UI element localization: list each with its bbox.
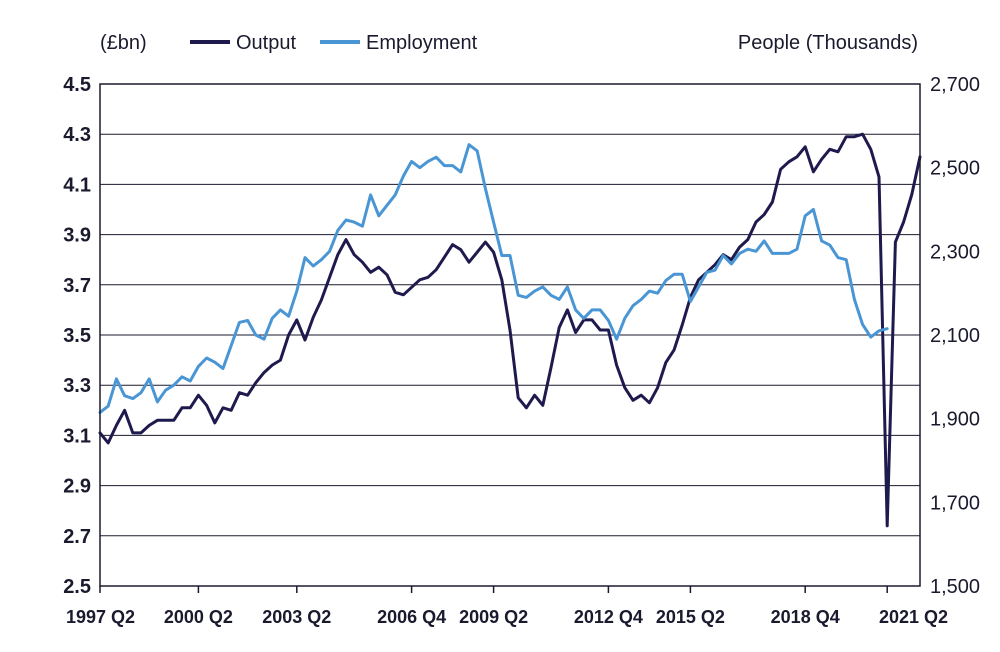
legend-label-output: Output bbox=[236, 32, 296, 54]
left-tick-label: 3.3 bbox=[63, 375, 91, 397]
x-tick-label: 2012 Q4 bbox=[574, 607, 643, 627]
series-lines bbox=[98, 132, 922, 528]
right-tick-label: 1,700 bbox=[930, 492, 980, 514]
left-tick-label: 3.1 bbox=[63, 425, 91, 447]
x-tick-label: 2015 Q2 bbox=[656, 607, 725, 627]
right-tick-label: 2,100 bbox=[930, 325, 980, 347]
x-tick-label: 2006 Q4 bbox=[377, 607, 446, 627]
x-tick-label: 2021 Q2 bbox=[879, 607, 948, 627]
plot-frame bbox=[99, 83, 921, 587]
series-line-employment bbox=[98, 143, 889, 414]
legend: Output Employment bbox=[190, 32, 478, 54]
right-tick-label: 2,500 bbox=[930, 158, 980, 180]
right-axis-unit: People (Thousands) bbox=[738, 32, 918, 54]
x-tick-label: 2009 Q2 bbox=[459, 607, 528, 627]
x-tick-label: 2018 Q4 bbox=[771, 607, 840, 627]
x-tick-label: 1997 Q2 bbox=[66, 607, 135, 627]
left-tick-label: 4.3 bbox=[63, 124, 91, 146]
right-tick-label: 1,500 bbox=[930, 576, 980, 598]
left-tick-label: 2.5 bbox=[63, 576, 91, 598]
tick-labels: 2.5 2.7 2.9 3.1 3.3 3.5 3.7 3.9 4.1 4.3 4.5 1,500 1,… bbox=[63, 74, 980, 627]
left-tick-label: 3.9 bbox=[63, 225, 91, 247]
left-tick-label: 3.7 bbox=[63, 275, 91, 297]
x-tick-label: 2000 Q2 bbox=[164, 607, 233, 627]
legend-label-employment: Employment bbox=[366, 32, 478, 54]
left-tick-label: 4.5 bbox=[63, 74, 91, 96]
left-axis-unit: (£bn) bbox=[100, 32, 147, 54]
left-tick-label: 4.1 bbox=[63, 174, 91, 196]
right-tick-label: 1,900 bbox=[930, 409, 980, 431]
left-tick-label: 3.5 bbox=[63, 325, 91, 347]
right-tick-label: 2,700 bbox=[930, 74, 980, 96]
left-tick-label: 2.9 bbox=[63, 476, 91, 498]
right-tick-label: 2,300 bbox=[930, 241, 980, 263]
x-tick-label: 2003 Q2 bbox=[262, 607, 331, 627]
series-line-output bbox=[98, 132, 922, 528]
left-tick-label: 2.7 bbox=[63, 526, 91, 548]
